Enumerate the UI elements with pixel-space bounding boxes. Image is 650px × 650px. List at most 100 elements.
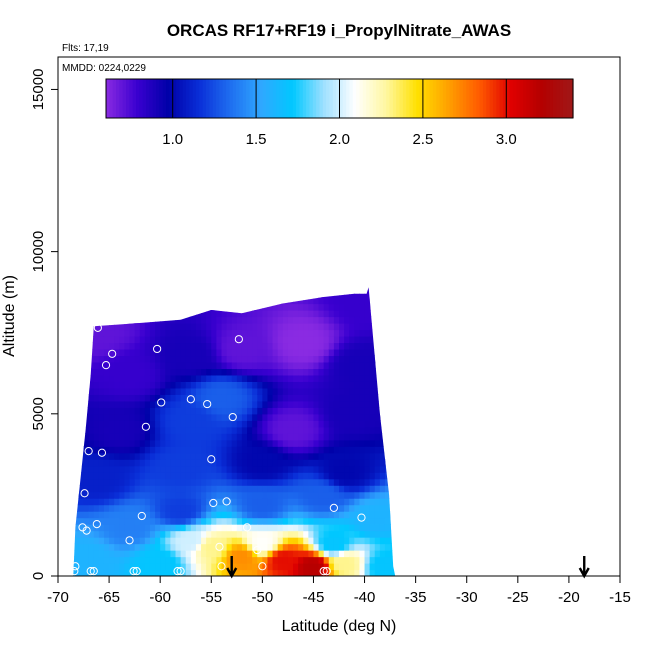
field-cell bbox=[109, 485, 115, 493]
field-cell bbox=[93, 303, 100, 311]
field-cell bbox=[395, 278, 401, 285]
field-cell bbox=[119, 563, 126, 571]
field-cell bbox=[359, 426, 366, 434]
field-cell bbox=[308, 478, 315, 486]
field-cell bbox=[252, 524, 258, 532]
field-cell bbox=[216, 498, 223, 506]
field-cell bbox=[165, 433, 171, 441]
field-cell bbox=[88, 504, 95, 512]
field-cell bbox=[231, 472, 238, 480]
field-cell bbox=[165, 465, 171, 473]
field-cell bbox=[252, 472, 258, 480]
field-cell bbox=[298, 335, 304, 344]
field-cell bbox=[241, 556, 248, 564]
field-cell bbox=[103, 374, 110, 382]
field-cell bbox=[180, 355, 187, 363]
field-cell bbox=[287, 524, 294, 532]
field-cell bbox=[257, 550, 263, 558]
field-cell bbox=[134, 394, 141, 402]
field-cell bbox=[344, 387, 350, 395]
colorbar-swatch bbox=[379, 79, 384, 118]
field-cell bbox=[236, 310, 243, 318]
field-cell bbox=[180, 413, 187, 421]
field-cell bbox=[308, 563, 315, 571]
field-cell bbox=[129, 400, 136, 408]
field-cell bbox=[328, 342, 335, 350]
field-cell bbox=[180, 290, 187, 298]
field-cell bbox=[73, 439, 74, 447]
field-cell bbox=[124, 335, 131, 344]
field-cell bbox=[308, 348, 315, 357]
field-cell bbox=[83, 322, 90, 331]
observation-point bbox=[137, 511, 146, 521]
field-cell bbox=[160, 400, 166, 408]
field-cell bbox=[226, 348, 233, 357]
field-cell bbox=[221, 420, 228, 428]
field-cell bbox=[226, 287, 233, 292]
field-cell bbox=[73, 303, 74, 311]
colorbar-swatch bbox=[116, 79, 120, 118]
field-cell bbox=[395, 316, 396, 324]
field-cell bbox=[349, 491, 355, 499]
field-cell bbox=[83, 387, 90, 395]
field-cell bbox=[211, 517, 217, 525]
field-cell bbox=[247, 400, 253, 408]
field-cell bbox=[190, 381, 197, 389]
field-cell bbox=[149, 543, 156, 551]
field-cell bbox=[293, 361, 299, 369]
field-cell bbox=[349, 361, 355, 369]
field-cell bbox=[374, 322, 381, 331]
field-cell bbox=[252, 322, 258, 331]
field-cell bbox=[103, 439, 110, 447]
field-cell bbox=[267, 316, 274, 324]
field-cell bbox=[262, 310, 269, 318]
field-cell bbox=[134, 355, 141, 363]
field-cell bbox=[344, 433, 350, 441]
field-cell bbox=[318, 297, 325, 305]
field-cell bbox=[344, 563, 350, 571]
field-cell bbox=[252, 348, 258, 357]
field-cell bbox=[155, 303, 161, 311]
field-cell bbox=[354, 485, 361, 493]
field-cell bbox=[293, 452, 299, 460]
field-cell bbox=[313, 446, 320, 454]
observation-point bbox=[215, 542, 224, 551]
field-cell bbox=[364, 413, 371, 421]
field-cell bbox=[231, 368, 238, 376]
field-cell bbox=[267, 465, 274, 473]
field-cell bbox=[359, 530, 366, 538]
field-cell bbox=[73, 446, 80, 454]
field-cell bbox=[293, 465, 299, 473]
x-tick-label: -20 bbox=[558, 589, 580, 606]
field-cell bbox=[206, 413, 212, 421]
field-cell bbox=[277, 355, 284, 363]
field-cell bbox=[226, 310, 233, 318]
colorbar-swatch bbox=[156, 79, 160, 118]
field-cell bbox=[170, 478, 177, 486]
field-cell bbox=[73, 556, 80, 564]
field-cell bbox=[287, 407, 294, 415]
field-cell bbox=[114, 504, 120, 512]
field-cell bbox=[211, 504, 217, 512]
field-cell bbox=[267, 537, 274, 545]
field-cell bbox=[185, 310, 192, 318]
field-cell bbox=[195, 556, 202, 564]
field-cell bbox=[328, 407, 335, 415]
field-cell bbox=[379, 413, 386, 421]
colorbar-swatch bbox=[206, 79, 211, 118]
field-cell bbox=[282, 368, 289, 376]
field-cell bbox=[241, 485, 248, 493]
field-cell bbox=[119, 465, 126, 473]
field-cell bbox=[328, 511, 335, 519]
field-cell bbox=[364, 355, 371, 363]
field-cell bbox=[83, 342, 90, 350]
field-cell bbox=[78, 400, 85, 408]
colorbar-swatch bbox=[449, 79, 454, 118]
field-cell bbox=[267, 420, 274, 428]
field-cell bbox=[155, 316, 161, 324]
field-cell bbox=[272, 297, 279, 305]
field-cell bbox=[287, 465, 294, 473]
field-cell bbox=[175, 342, 182, 350]
field-cell bbox=[180, 335, 187, 344]
field-cell bbox=[98, 394, 105, 402]
